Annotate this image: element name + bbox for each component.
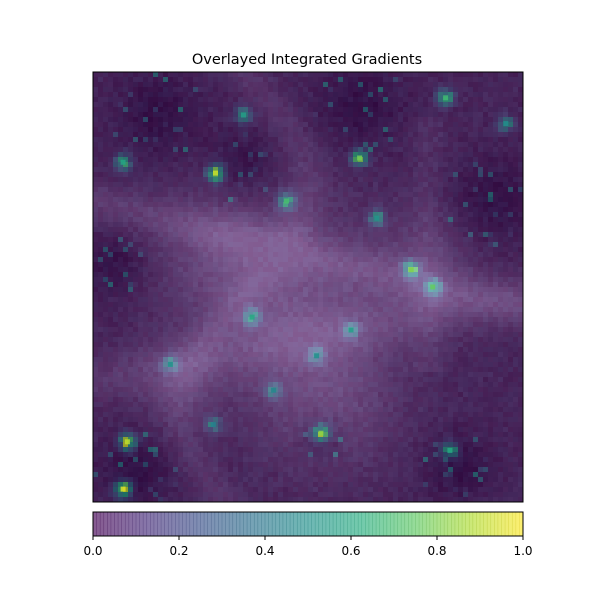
attribution-hotspot-5 <box>250 315 255 320</box>
colorbar-ticks: 0.0 0.2 0.4 0.6 0.8 1.0 <box>83 536 532 558</box>
attribution-hotspot-13 <box>241 113 246 118</box>
attribution-hotspot-12 <box>121 160 126 165</box>
colorbar-tick-label: 0.0 <box>83 544 102 558</box>
attribution-hotspot-7 <box>314 353 319 358</box>
attribution-hotspot-10 <box>121 487 126 492</box>
attribution-hotspot-11 <box>447 448 452 453</box>
attribution-hotspot-17 <box>211 422 216 427</box>
colorbar-tick-label: 0.6 <box>341 544 360 558</box>
colorbar-stripes <box>93 512 523 536</box>
attribution-hotspot-1 <box>357 156 362 161</box>
attribution-hotspot-15 <box>503 121 508 126</box>
colorbar: 0.0 0.2 0.4 0.6 0.8 1.0 <box>83 512 532 558</box>
attribution-hotspot-6 <box>349 328 354 333</box>
attribution-hotspot-9 <box>125 439 130 444</box>
attribution-hotspot-14 <box>443 95 448 100</box>
attribution-hotspot-19 <box>271 388 276 393</box>
attribution-hotspot-2 <box>284 199 289 204</box>
chart-title: Overlayed Integrated Gradients <box>192 52 422 68</box>
attribution-hotspot-0 <box>213 171 218 176</box>
attribution-hotspot-4 <box>430 285 435 290</box>
attribution-hotspot-8 <box>318 431 323 436</box>
attribution-hotspot-18 <box>374 216 379 221</box>
colorbar-tick-label: 0.2 <box>169 544 188 558</box>
heatmap-image <box>93 72 523 502</box>
colorbar-tick-label: 1.0 <box>513 544 532 558</box>
colorbar-tick-label: 0.4 <box>255 544 274 558</box>
colorbar-tick-label: 0.8 <box>427 544 446 558</box>
attribution-hotspot-16 <box>168 362 173 367</box>
attribution-hotspot-3 <box>409 267 414 272</box>
